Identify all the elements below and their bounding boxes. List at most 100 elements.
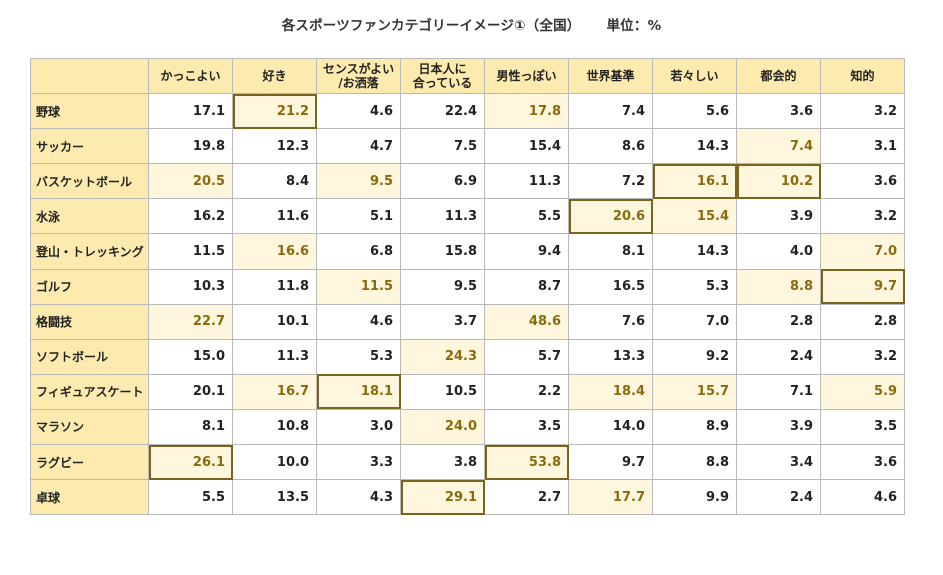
- value-cell: 29.1: [400, 479, 485, 516]
- row-label: フィギュアスケート: [30, 373, 149, 410]
- row-label: バスケットボール: [30, 163, 149, 200]
- data-table: かっこよい 好き センスがよい/お洒落 日本人に 合っている 男性っぽい 世界基準 若々しい都…: [30, 57, 905, 516]
- value-cell: 20.1: [148, 373, 233, 410]
- table-row: 卓球 5.5 13.5 4.3 29.1 2.7 17.7 9.9 2.4 4.6: [30, 479, 905, 516]
- value-cell: 9.7: [568, 444, 653, 481]
- value-cell: 15.8: [400, 233, 485, 270]
- value-cell: 2.4: [736, 338, 821, 375]
- value-cell: 24.3: [400, 338, 485, 375]
- value-cell: 3.9: [736, 198, 821, 235]
- value-cell: 8.6: [568, 128, 653, 165]
- value-cell: 8.1: [148, 408, 233, 446]
- table-row: ゴルフ 10.3 11.8 11.5 9.5 8.7 16.5 5.3 8.8 9.7: [30, 268, 905, 305]
- value-cell: 4.7: [316, 128, 401, 165]
- value-cell: 10.1: [232, 303, 317, 340]
- value-cell: 8.4: [232, 163, 317, 200]
- column-header: 若々しい: [652, 57, 737, 95]
- value-cell: 3.6: [820, 163, 905, 200]
- value-cell: 5.5: [148, 479, 233, 516]
- row-label: ソフトボール: [30, 338, 149, 375]
- value-cell: 2.8: [736, 303, 821, 340]
- row-label: ラグビー: [30, 444, 149, 481]
- value-cell: 10.8: [232, 408, 317, 446]
- row-label: 登山・トレッキング: [30, 233, 149, 270]
- value-cell: 14.0: [568, 408, 653, 446]
- header-row: かっこよい 好き センスがよい/お洒落 日本人に 合っている 男性っぽい 世界基準 若々しい都…: [30, 57, 905, 95]
- value-cell: 3.6: [736, 93, 821, 130]
- row-label: サッカー: [30, 128, 149, 165]
- value-cell: 6.9: [400, 163, 485, 200]
- column-header: 都会的: [736, 57, 821, 95]
- value-cell: 16.1: [652, 163, 737, 200]
- column-header: 知的: [820, 57, 905, 95]
- value-cell: 5.5: [484, 198, 569, 235]
- value-cell: 5.1: [316, 198, 401, 235]
- value-cell: 16.6: [232, 233, 317, 270]
- value-cell: 4.6: [316, 93, 401, 130]
- value-cell: 3.2: [820, 93, 905, 130]
- value-cell: 11.5: [148, 233, 233, 270]
- row-label: 格闘技: [30, 303, 149, 340]
- value-cell: 17.1: [148, 93, 233, 130]
- value-cell: 4.6: [820, 479, 905, 516]
- row-label: 水泳: [30, 198, 149, 235]
- value-cell: 18.1: [316, 373, 401, 410]
- value-cell: 3.7: [400, 303, 485, 340]
- value-cell: 11.3: [232, 338, 317, 375]
- value-cell: 8.7: [484, 268, 569, 305]
- table-row: バスケットボール 20.5 8.4 9.5 6.9 11.3 7.2 16.1 10.2 3.6: [30, 163, 905, 200]
- value-cell: 15.4: [652, 198, 737, 235]
- value-cell: 7.0: [820, 233, 905, 270]
- value-cell: 3.2: [820, 198, 905, 235]
- value-cell: 5.6: [652, 93, 737, 130]
- column-header: かっこよい: [148, 57, 233, 95]
- value-cell: 7.0: [652, 303, 737, 340]
- value-cell: 10.5: [400, 373, 485, 410]
- table-row: マラソン 8.1 10.8 3.0 24.0 3.5 14.0 8.9 3.9 3.5: [30, 408, 905, 446]
- value-cell: 5.7: [484, 338, 569, 375]
- chart-title: 各スポーツファンカテゴリーイメージ①（全国） 単位：%: [0, 14, 943, 34]
- value-cell: 12.3: [232, 128, 317, 165]
- value-cell: 9.4: [484, 233, 569, 270]
- value-cell: 14.3: [652, 233, 737, 270]
- value-cell: 17.8: [484, 93, 569, 130]
- value-cell: 15.4: [484, 128, 569, 165]
- value-cell: 24.0: [400, 408, 485, 446]
- value-cell: 16.5: [568, 268, 653, 305]
- value-cell: 2.7: [484, 479, 569, 516]
- unit-label: 単位：%: [606, 18, 662, 34]
- value-cell: 20.6: [568, 198, 653, 235]
- value-cell: 3.6: [820, 444, 905, 481]
- value-cell: 2.4: [736, 479, 821, 516]
- value-cell: 11.6: [232, 198, 317, 235]
- value-cell: 9.7: [820, 268, 905, 305]
- value-cell: 8.8: [736, 268, 821, 305]
- value-cell: 11.8: [232, 268, 317, 305]
- value-cell: 5.9: [820, 373, 905, 410]
- value-cell: 8.1: [568, 233, 653, 270]
- value-cell: 22.7: [148, 303, 233, 340]
- corner-cell: [30, 57, 149, 95]
- column-header: センスがよい/お洒落: [316, 57, 401, 95]
- value-cell: 2.2: [484, 373, 569, 410]
- value-cell: 7.4: [736, 128, 821, 165]
- value-cell: 15.0: [148, 338, 233, 375]
- value-cell: 10.3: [148, 268, 233, 305]
- column-header: 男性っぽい: [484, 57, 569, 95]
- value-cell: 26.1: [148, 444, 233, 481]
- value-cell: 13.5: [232, 479, 317, 516]
- value-cell: 3.3: [316, 444, 401, 481]
- value-cell: 4.0: [736, 233, 821, 270]
- value-cell: 10.2: [736, 163, 821, 200]
- value-cell: 19.8: [148, 128, 233, 165]
- value-cell: 8.8: [652, 444, 737, 481]
- value-cell: 9.5: [316, 163, 401, 200]
- value-cell: 17.7: [568, 479, 653, 516]
- value-cell: 11.3: [400, 198, 485, 235]
- value-cell: 16.7: [232, 373, 317, 410]
- table-row: 登山・トレッキング 11.5 16.6 6.8 15.8 9.4 8.1 14.3 4.0 7.0: [30, 233, 905, 270]
- value-cell: 14.3: [652, 128, 737, 165]
- value-cell: 7.6: [568, 303, 653, 340]
- table-row: 格闘技 22.7 10.1 4.6 3.7 48.6 7.6 7.0 2.8 2.8: [30, 303, 905, 340]
- value-cell: 16.2: [148, 198, 233, 235]
